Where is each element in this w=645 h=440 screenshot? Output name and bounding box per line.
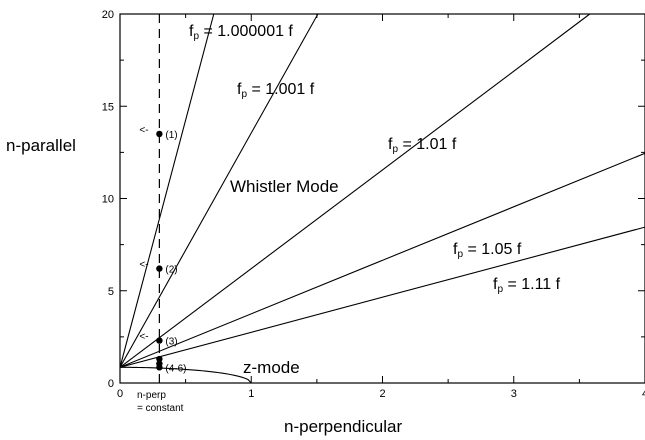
direction-arrow: <- [139, 260, 148, 271]
y-tick-label: 5 [108, 286, 114, 298]
x-tick-label: 2 [380, 388, 386, 400]
y-tick-label: 15 [102, 101, 114, 113]
series-line-2 [119, 13, 319, 368]
series-line-5 [119, 226, 645, 368]
series-layer [119, 13, 645, 384]
n-perp-label-line1: n-perp [137, 390, 166, 401]
direction-arrow: <- [139, 332, 148, 343]
series-label-3: fp = 1.01 f [388, 136, 457, 155]
series-label-5: fp = 1.11 f [493, 276, 561, 295]
marked-point [156, 265, 163, 272]
y-axis-label: n-parallel [6, 136, 76, 155]
y-tick-label: 20 [102, 9, 114, 21]
marked-point [156, 130, 163, 138]
points-layer: (1) (2) (3) (4-6) <- <- <- [139, 125, 186, 374]
x-tick-label: 0 [117, 388, 123, 400]
series-label-2: fp = 1.001 f [237, 81, 315, 100]
z-mode-label: z-mode [243, 358, 300, 377]
series-label-4: fp = 1.05 f [453, 241, 522, 260]
series-line-1 [119, 13, 215, 368]
y-tick-label: 0 [108, 378, 114, 390]
marked-point-label: (1) [165, 130, 177, 141]
x-tick-label: 4 [642, 388, 645, 400]
x-axis-label: n-perpendicular [284, 417, 402, 436]
x-tick-label: 3 [511, 388, 517, 400]
series-line-4 [119, 152, 645, 368]
marked-point [156, 337, 163, 344]
marked-point [156, 360, 163, 367]
whistler-mode-label: Whistler Mode [230, 177, 339, 196]
series-line-3 [119, 13, 591, 368]
marked-point-label: (3) [165, 337, 177, 348]
z-mode-curve [120, 366, 252, 384]
x-tick-label: 1 [248, 388, 254, 400]
n-perp-label-line2: = constant [137, 403, 184, 414]
marked-point-label: (4-6) [165, 363, 186, 374]
direction-arrow: <- [139, 125, 148, 136]
marked-point-label: (2) [165, 265, 177, 276]
ticks-layer: 0 1 2 3 4 0 5 10 15 20 [102, 9, 645, 400]
marked-point [156, 355, 163, 363]
series-label-1: fp = 1.000001 f [189, 23, 293, 42]
y-tick-label: 10 [102, 194, 114, 206]
